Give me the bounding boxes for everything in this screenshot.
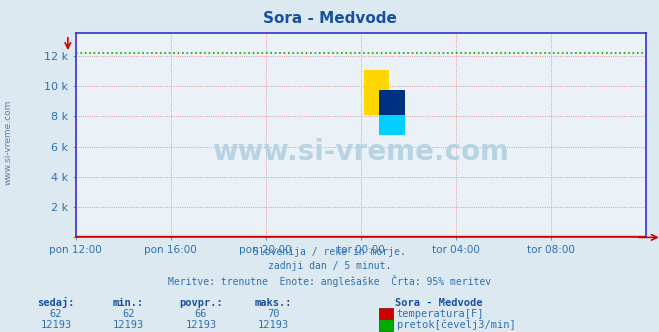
Text: www.si-vreme.com: www.si-vreme.com [3, 100, 13, 186]
Bar [379, 90, 405, 135]
Text: Slovenija / reke in morje.: Slovenija / reke in morje. [253, 247, 406, 257]
Text: pretok[čevelj3/min]: pretok[čevelj3/min] [397, 319, 515, 330]
Text: maks.:: maks.: [255, 298, 292, 308]
Text: 66: 66 [195, 309, 207, 319]
Text: www.si-vreme.com: www.si-vreme.com [212, 138, 509, 166]
Bar [379, 90, 405, 115]
Text: Sora - Medvode: Sora - Medvode [262, 11, 397, 26]
Text: 12193: 12193 [40, 320, 72, 330]
Text: Sora - Medvode: Sora - Medvode [395, 298, 483, 308]
Text: temperatura[F]: temperatura[F] [397, 309, 484, 319]
Text: 62: 62 [123, 309, 134, 319]
Text: zadnji dan / 5 minut.: zadnji dan / 5 minut. [268, 261, 391, 271]
Text: sedaj:: sedaj: [38, 297, 74, 308]
Text: 70: 70 [268, 309, 279, 319]
Text: Meritve: trenutne  Enote: anglešaške  Črta: 95% meritev: Meritve: trenutne Enote: anglešaške Črta… [168, 275, 491, 287]
Bar [364, 70, 389, 115]
Text: 62: 62 [50, 309, 62, 319]
Text: min.:: min.: [113, 298, 144, 308]
Text: 12193: 12193 [185, 320, 217, 330]
Text: povpr.:: povpr.: [179, 298, 223, 308]
Text: 12193: 12193 [258, 320, 289, 330]
Text: 12193: 12193 [113, 320, 144, 330]
